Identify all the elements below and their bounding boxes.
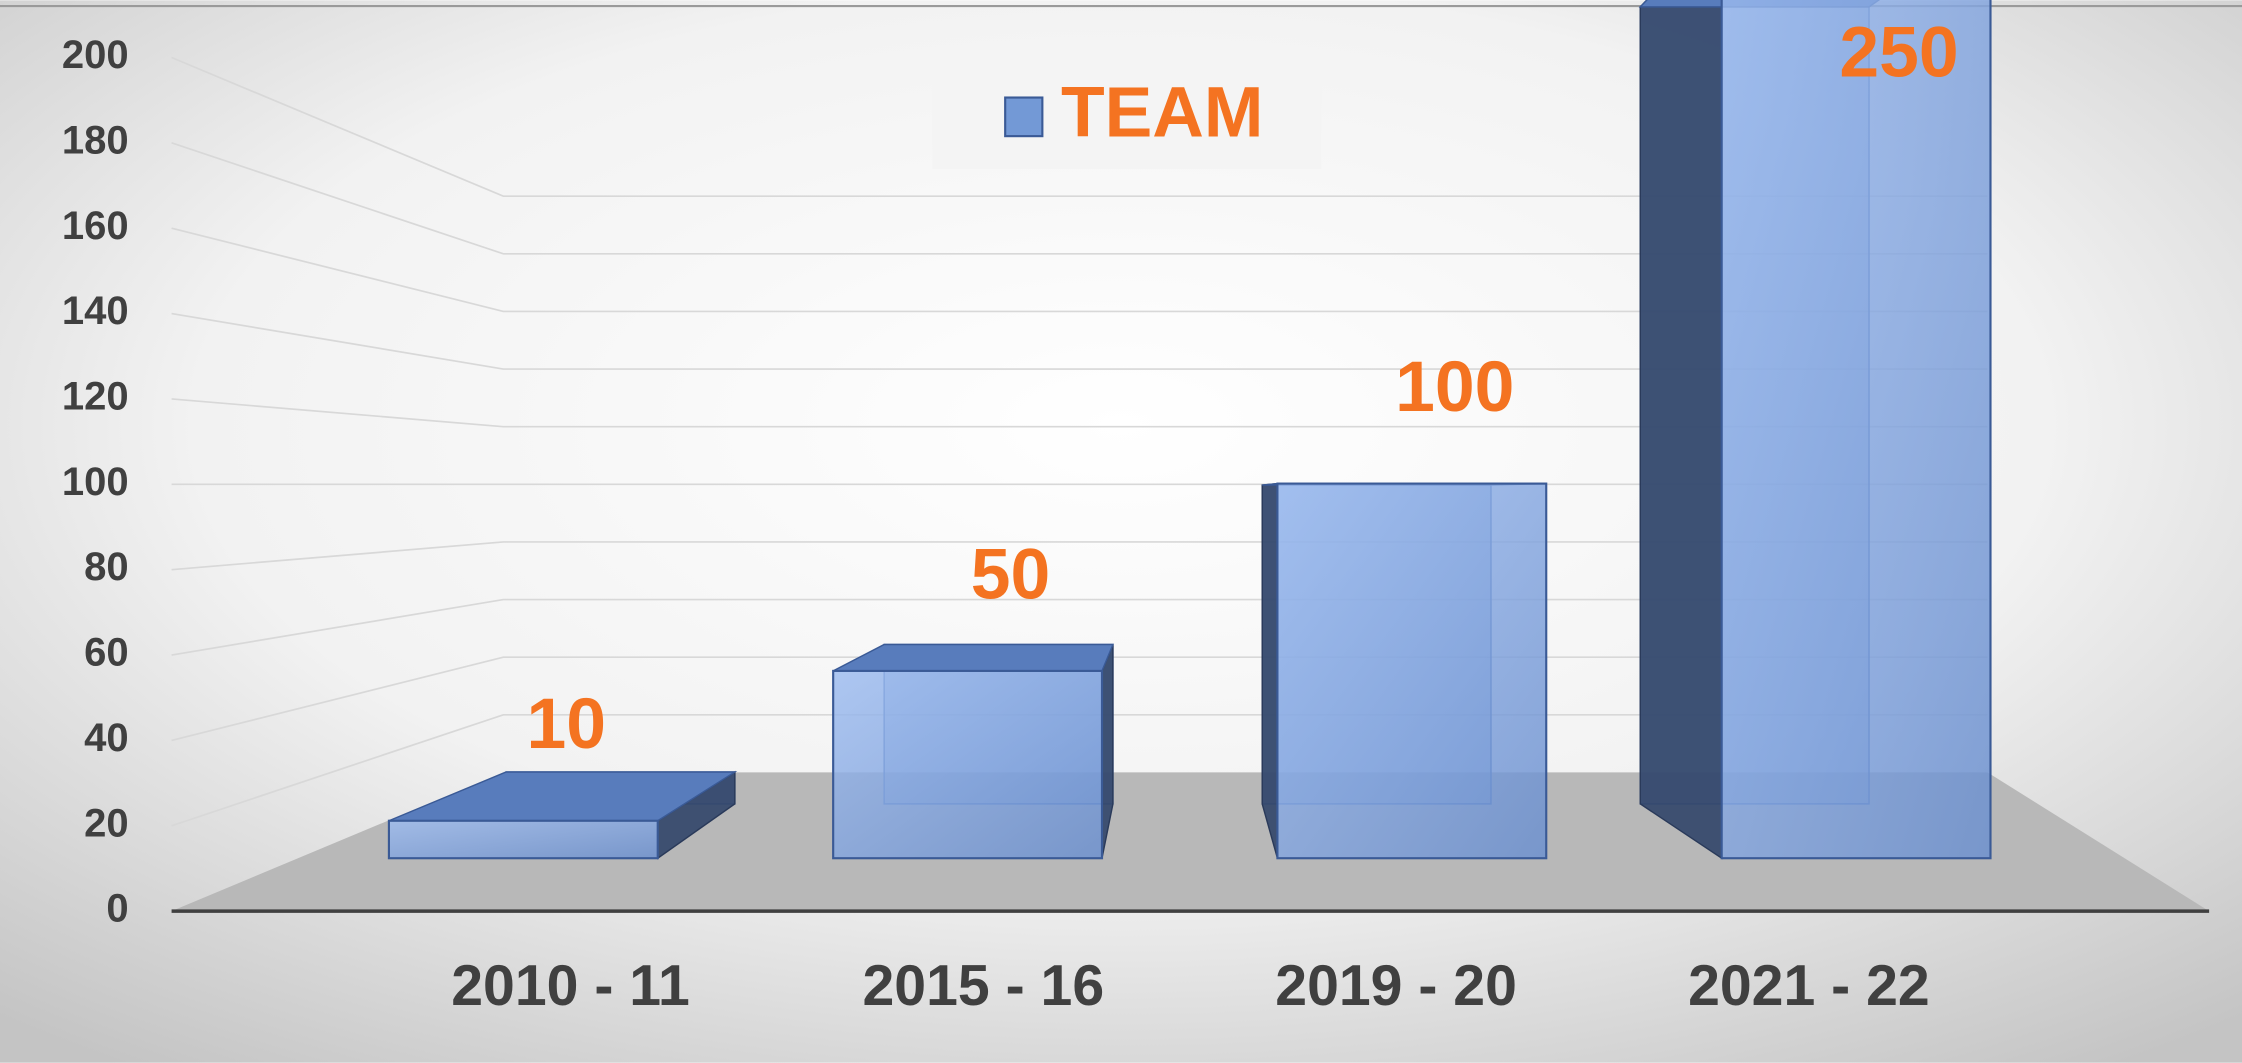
data-label: 250 xyxy=(1839,12,1958,92)
data-label: 100 xyxy=(1395,347,1514,427)
y-tick-label: 160 xyxy=(62,204,129,248)
data-label: 50 xyxy=(971,534,1051,614)
y-tick-label: 60 xyxy=(84,631,129,675)
y-tick-label: 120 xyxy=(62,375,129,419)
y-tick-label: 200 xyxy=(62,33,129,77)
legend-label: TEAM xyxy=(1061,72,1264,152)
data-label: 10 xyxy=(526,684,606,764)
x-tick-label: 2021 - 22 xyxy=(1688,954,1930,1018)
y-tick-label: 180 xyxy=(62,118,129,162)
bar-top xyxy=(832,643,1114,672)
grid-line xyxy=(171,398,1988,428)
y-tick-label: 0 xyxy=(106,887,128,931)
y-tick-label: 100 xyxy=(62,460,129,504)
grid-line xyxy=(171,56,1988,198)
x-tick-label: 2010 - 11 xyxy=(451,954,690,1018)
bar-front xyxy=(1720,0,1992,860)
grid-line xyxy=(171,142,1988,255)
legend: TEAM xyxy=(932,63,1322,170)
y-tick-label: 20 xyxy=(84,801,129,845)
y-tick-label: 80 xyxy=(84,545,129,589)
bar-side xyxy=(1639,0,1723,860)
bar-front xyxy=(832,669,1104,860)
y-tick-label: 40 xyxy=(84,716,129,760)
grid-line xyxy=(171,312,1988,370)
x-tick-label: 2015 - 16 xyxy=(862,954,1104,1018)
bar-side xyxy=(1261,482,1279,859)
y-tick-label: 140 xyxy=(62,289,129,333)
legend-box xyxy=(932,63,1322,170)
grid-line xyxy=(171,227,1988,313)
legend-swatch xyxy=(1004,96,1044,138)
bar-front xyxy=(1276,482,1548,860)
x-tick-label: 2019 - 20 xyxy=(1275,954,1517,1018)
bar-front xyxy=(387,819,659,860)
